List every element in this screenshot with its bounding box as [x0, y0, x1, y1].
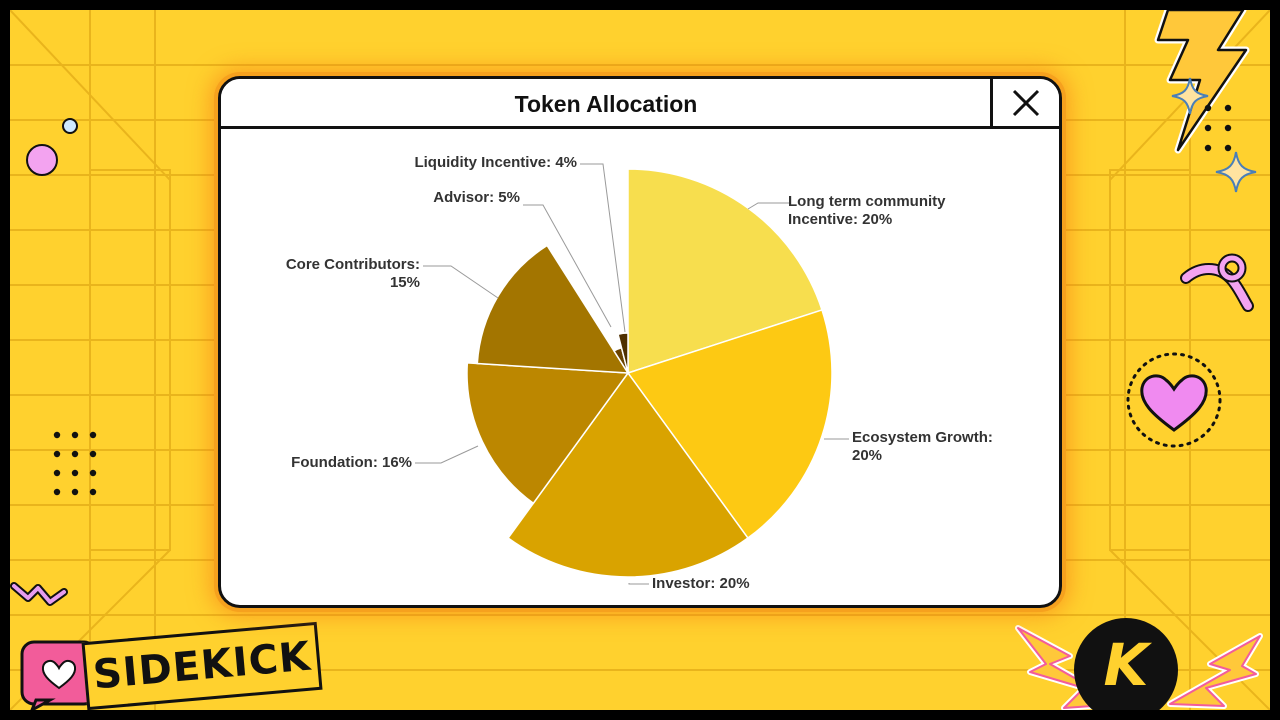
heart-icon [1126, 352, 1222, 448]
slice-label-line: Advisor: 5% [433, 189, 520, 206]
slice-label-line: Core Contributors: [286, 256, 420, 273]
slice-label: Foundation: 16% [291, 454, 412, 471]
dot-grid-icon [1204, 104, 1232, 152]
close-button[interactable] [990, 79, 1059, 126]
k-badge-letter: K [1103, 631, 1149, 699]
token-allocation-window: Token Allocation Long term community Ince… [218, 76, 1062, 608]
slice-label-line: Long term community [788, 193, 946, 210]
sparkle-icon [1215, 151, 1257, 193]
pie-slice-foundation [466, 362, 630, 505]
sparkle-icon [1171, 77, 1209, 115]
leader-line [628, 583, 649, 585]
pie-slice-liquidity-incentive [617, 332, 629, 374]
pie-slice-core-contributors [476, 244, 630, 374]
slice-label-line: Liquidity Incentive: 4% [414, 154, 577, 171]
chat-heart-icon [20, 640, 98, 710]
slice-label: Advisor: 5% [433, 189, 520, 206]
bubble-decoration [26, 118, 78, 176]
slice-label-line: 15% [390, 274, 420, 291]
window-title: Token Allocation [514, 91, 698, 117]
k-badge: K [1074, 618, 1178, 710]
slice-label-line: Incentive: 20% [788, 211, 892, 228]
leader-line [523, 204, 612, 328]
slice-label: Investor: 20% [652, 575, 750, 592]
slice-label-line: Ecosystem Growth: [852, 429, 993, 446]
slice-label: Core Contributors: 15% [286, 256, 420, 291]
close-icon [1012, 89, 1040, 116]
pie-slice-ecosystem-growth [626, 309, 833, 540]
ribbon-icon [1180, 253, 1254, 312]
brand-name: SIDEKICK [91, 633, 313, 699]
leader-line [415, 445, 479, 464]
pie-slice-investor [507, 371, 749, 578]
slice-label: Long term community Incentive: 20% [788, 193, 946, 228]
leader-line [747, 202, 789, 210]
leader-line [580, 163, 626, 333]
window-titlebar: Token Allocation [221, 79, 1059, 129]
slice-label-line: Investor: 20% [652, 575, 750, 592]
dot-grid-icon [53, 431, 97, 496]
slice-label: Liquidity Incentive: 4% [414, 154, 577, 171]
pie-slice-long-term-community-incentive [627, 168, 823, 375]
slice-label-line: 20% [852, 447, 882, 464]
lightning-bolt-icon [1015, 625, 1263, 710]
leader-line [423, 265, 499, 299]
slice-label: Ecosystem Growth: 20% [852, 429, 993, 464]
lightning-bolt-icon [1154, 10, 1250, 154]
squiggle-decoration [10, 582, 68, 606]
pie-chart: Long term community Incentive: 20% Ecosyst… [286, 154, 993, 592]
slice-label-line: Foundation: 16% [291, 454, 412, 471]
